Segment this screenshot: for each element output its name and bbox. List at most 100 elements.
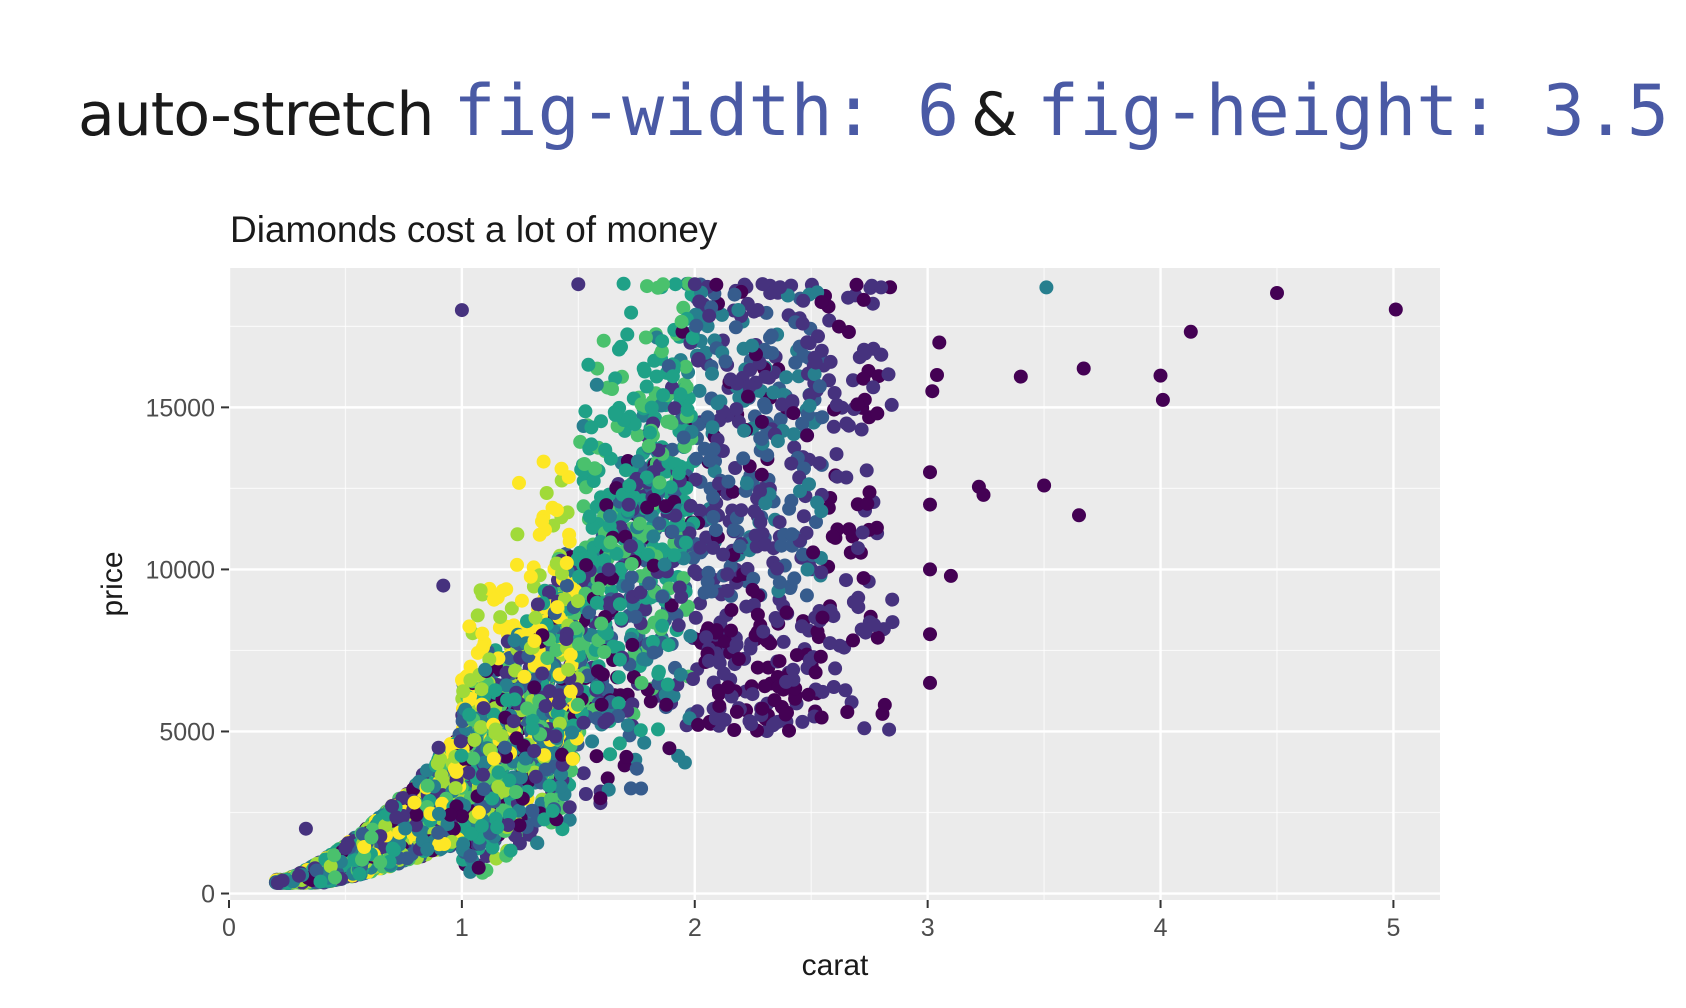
scatter-point	[572, 637, 586, 652]
scatter-point	[716, 666, 731, 681]
scatter-point	[799, 588, 814, 603]
scatter-point	[770, 434, 785, 449]
scatter-point	[491, 765, 506, 780]
scatter-point	[779, 674, 794, 689]
scatter-point	[559, 578, 574, 593]
scatter-point	[488, 683, 503, 698]
scatter-point	[789, 648, 804, 663]
scatter-point	[538, 762, 553, 777]
scatter-point	[856, 371, 871, 386]
scatter-point	[572, 569, 587, 584]
scatter-point	[514, 593, 529, 608]
scatter-point	[656, 388, 671, 403]
scatter-point	[661, 638, 676, 653]
scatter-point	[678, 359, 693, 374]
scatter-point	[741, 389, 755, 404]
scatter-point	[930, 368, 944, 382]
chart-title: Diamonds cost a lot of money	[230, 209, 718, 250]
scatter-point	[527, 744, 542, 758]
scatter-point	[593, 791, 608, 806]
scatter-point	[802, 653, 817, 668]
scatter-point	[658, 499, 673, 514]
scatter-point	[815, 684, 830, 699]
scatter-point	[812, 379, 827, 394]
scatter-point	[373, 855, 388, 870]
scatter-point	[673, 667, 688, 682]
scatter-point	[545, 803, 560, 818]
scatter-point	[630, 428, 645, 443]
scatter-point	[784, 527, 799, 542]
scatter-point	[486, 707, 501, 722]
scatter-point	[513, 770, 528, 785]
scatter-point	[640, 500, 655, 515]
scatter-point	[476, 767, 490, 782]
scatter-point	[651, 666, 666, 681]
scatter-point	[559, 632, 574, 646]
scatter-point	[644, 400, 659, 415]
scatter-point	[623, 539, 638, 553]
scatter-point	[683, 498, 698, 513]
scatter-point	[727, 287, 742, 302]
scatter-point	[745, 582, 760, 597]
scatter-point	[729, 704, 744, 719]
scatter-point	[632, 516, 647, 531]
scatter-point	[578, 404, 593, 419]
scatter-point	[702, 308, 717, 323]
scatter-point	[693, 596, 707, 611]
scatter-point	[550, 600, 565, 615]
scatter-point	[602, 518, 617, 533]
scatter-point	[706, 490, 721, 505]
scatter-point	[432, 837, 447, 852]
scatter-point	[826, 419, 841, 434]
scatter-point	[674, 314, 689, 329]
scatter-point	[562, 800, 577, 815]
scatter-point	[500, 693, 515, 707]
scatter-point	[641, 547, 655, 562]
scatter-point	[559, 556, 574, 570]
scatter-point	[774, 538, 789, 553]
scatter-point	[706, 510, 721, 524]
scatter-point	[520, 701, 535, 716]
scatter-point	[745, 687, 760, 702]
scatter-point	[767, 693, 782, 708]
scatter-point	[1013, 369, 1028, 384]
scatter-point	[689, 451, 704, 466]
scatter-point	[510, 527, 525, 542]
scatter-point	[466, 751, 481, 766]
scatter-point	[723, 372, 738, 387]
scatter-point	[854, 422, 869, 437]
scatter-point	[633, 723, 648, 738]
scatter-point	[590, 680, 605, 695]
scatter-point	[667, 548, 682, 563]
scatter-point	[786, 427, 801, 442]
scatter-point	[662, 741, 677, 756]
scatter-point	[671, 466, 686, 481]
scatter-point	[754, 414, 769, 429]
scatter-point	[602, 596, 616, 611]
y-tick-label: 10000	[145, 556, 215, 584]
scatter-point	[796, 293, 811, 308]
y-tick-label: 5000	[159, 718, 215, 746]
scatter-point	[535, 666, 550, 681]
scatter-point	[724, 603, 739, 617]
scatter-point	[856, 571, 871, 586]
scatter-point	[1153, 368, 1168, 383]
x-tick-label: 2	[688, 914, 702, 942]
scatter-point	[691, 717, 706, 732]
scatter-point	[760, 345, 775, 360]
scatter-point	[779, 605, 794, 620]
scatter-point	[471, 805, 486, 820]
scatter-point	[485, 840, 500, 855]
scatter-point	[509, 731, 524, 746]
scatter-point	[624, 305, 639, 320]
scatter-point	[527, 634, 542, 648]
scatter-point	[578, 787, 593, 801]
scatter-point	[645, 634, 660, 649]
scatter-point	[758, 537, 772, 552]
scatter-point	[542, 778, 557, 793]
scatter-point	[636, 652, 651, 666]
scatter-point	[665, 524, 680, 539]
scatter-point	[461, 765, 476, 780]
scatter-point	[702, 453, 717, 468]
scatter-point	[795, 714, 810, 729]
